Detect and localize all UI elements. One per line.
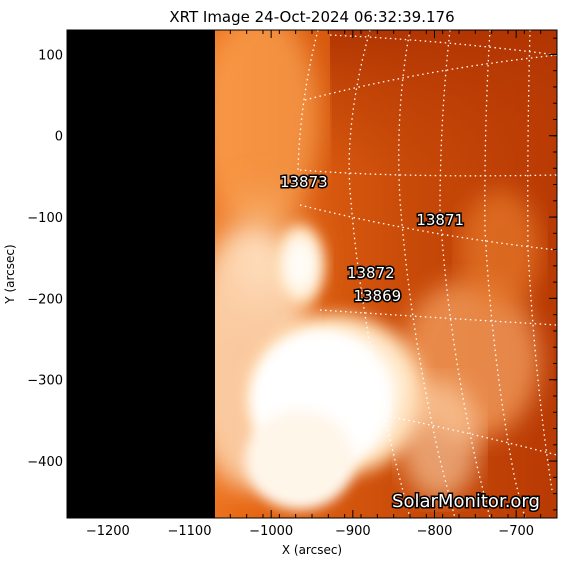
x-axis: −1200 −1100 −1000 −900 −800 −700 (66, 30, 558, 539)
y-tick-label: −400 (27, 455, 63, 470)
y-tick-label: 0 (55, 130, 63, 145)
x-tick-label: −700 (498, 524, 534, 539)
x-tick-label: −1100 (168, 524, 212, 539)
y-tick-label: −100 (27, 211, 63, 226)
region-label: 13869 (353, 287, 401, 305)
watermark-text: SolarMonitor.org (392, 491, 540, 512)
region-label: 13872 (347, 264, 395, 282)
x-tick-label: −1200 (86, 524, 130, 539)
region-label: 13873 (280, 173, 328, 191)
region-label: 13871 (416, 211, 464, 229)
solar-image (67, 30, 557, 518)
x-tick-label: −900 (335, 524, 371, 539)
y-axis-label: Y (arcsec) (3, 244, 17, 304)
x-axis-label: X (arcsec) (282, 543, 342, 557)
offdisk-region (67, 30, 215, 518)
x-tick-label: −1000 (249, 524, 293, 539)
y-tick-label: −300 (27, 374, 63, 389)
y-tick-label: 100 (38, 48, 63, 63)
heliographic-grid (297, 30, 557, 518)
y-tick-label: −200 (27, 292, 63, 307)
plot-title: XRT Image 24-Oct-2024 06:32:39.176 (169, 8, 454, 26)
x-tick-label: −800 (417, 524, 453, 539)
region-labels: 13873 13871 13872 13869 (278, 171, 465, 306)
y-axis: 100 0 −100 −200 −300 −400 (27, 37, 557, 511)
